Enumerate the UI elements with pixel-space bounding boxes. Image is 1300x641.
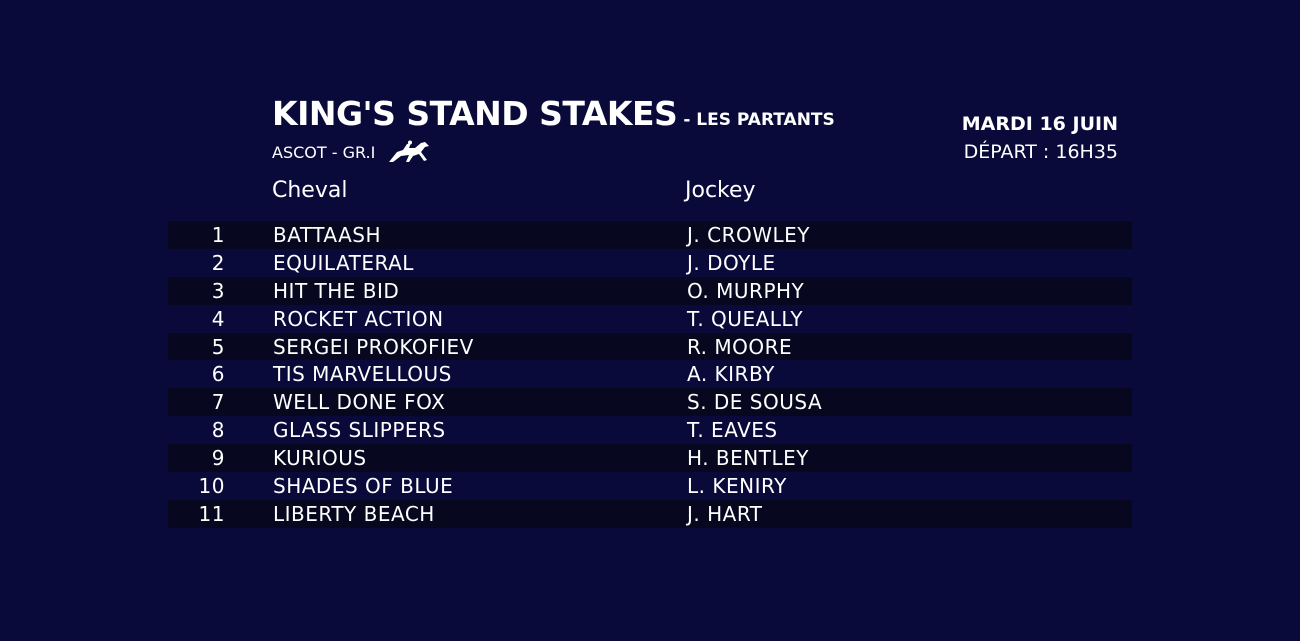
race-subtitle: - LES PARTANTS <box>683 110 835 130</box>
jockey-name: A. KIRBY <box>687 362 775 387</box>
table-row: 7 WELL DONE FOX S. DE SOUSA <box>168 388 1132 417</box>
runner-number: 4 <box>211 306 225 331</box>
jockey-name: T. EAVES <box>687 418 778 443</box>
runners-table: 1 BATTAASH J. CROWLEY 2 EQUILATERAL J. DOYLE 3… <box>168 221 1132 528</box>
jockey-name: O. MURPHY <box>687 278 805 303</box>
table-row: 1 BATTAASH J. CROWLEY <box>168 221 1132 249</box>
horse-name: LIBERTY BEACH <box>273 501 435 526</box>
runner-number: 3 <box>211 278 225 303</box>
table-row: 9 KURIOUS H. BENTLEY <box>168 444 1132 473</box>
horse-name: ROCKET ACTION <box>273 306 444 331</box>
runner-number: 8 <box>211 418 225 443</box>
race-name: KING'S STAND STAKES <box>272 94 678 133</box>
table-row: 4 ROCKET ACTION T. QUEALLY <box>168 305 1132 333</box>
table-row: 5 SERGEI PROKOFIEV R. MOORE <box>168 332 1132 361</box>
runner-number: 5 <box>211 334 225 359</box>
jockey-name: J. CROWLEY <box>687 222 810 247</box>
jockey-name: J. DOYLE <box>687 250 776 275</box>
horse-name: BATTAASH <box>273 222 382 247</box>
horse-name: SHADES OF BLUE <box>273 473 454 498</box>
horse-name: GLASS SLIPPERS <box>273 418 446 443</box>
table-row: 11 LIBERTY BEACH J. HART <box>168 499 1132 528</box>
horse-name: HIT THE BID <box>273 278 400 303</box>
horse-name: WELL DONE FOX <box>273 390 446 415</box>
race-schedule: MARDI 16 JUIN DÉPART : 16H35 <box>962 110 1118 166</box>
runner-number: 10 <box>198 473 225 498</box>
horse-name: EQUILATERAL <box>273 250 414 275</box>
race-venue: ASCOT - GR.I <box>272 140 431 164</box>
race-date: MARDI 16 JUIN <box>961 113 1118 135</box>
table-row: 10 SHADES OF BLUE L. KENIRY <box>168 472 1132 500</box>
horse-racing-icon <box>389 140 430 162</box>
table-row: 3 HIT THE BID O. MURPHY <box>168 276 1132 305</box>
column-header-horse: Cheval <box>272 178 348 203</box>
race-title: KING'S STAND STAKES - LES PARTANTS <box>272 94 835 133</box>
jockey-name: T. QUEALLY <box>687 306 804 331</box>
runner-number: 6 <box>211 362 225 387</box>
runner-number: 11 <box>198 501 225 526</box>
jockey-name: S. DE SOUSA <box>687 390 823 415</box>
table-row: 6 TIS MARVELLOUS A. KIRBY <box>168 360 1132 388</box>
horse-name: TIS MARVELLOUS <box>273 362 452 387</box>
jockey-name: J. HART <box>687 501 763 526</box>
table-row: 8 GLASS SLIPPERS T. EAVES <box>168 416 1132 444</box>
venue-text: ASCOT - GR.I <box>272 142 376 162</box>
jockey-name: L. KENIRY <box>687 473 787 498</box>
column-header-jockey: Jockey <box>685 178 756 203</box>
departure-time: DÉPART : 16H35 <box>963 141 1118 163</box>
jockey-name: H. BENTLEY <box>687 446 809 471</box>
table-row: 2 EQUILATERAL J. DOYLE <box>168 249 1132 277</box>
runner-number: 2 <box>211 250 225 275</box>
runner-number: 7 <box>211 390 225 415</box>
horse-name: KURIOUS <box>273 446 367 471</box>
runner-number: 9 <box>211 446 225 471</box>
runner-number: 1 <box>211 222 225 247</box>
jockey-name: R. MOORE <box>687 334 793 359</box>
horse-name: SERGEI PROKOFIEV <box>273 334 474 359</box>
